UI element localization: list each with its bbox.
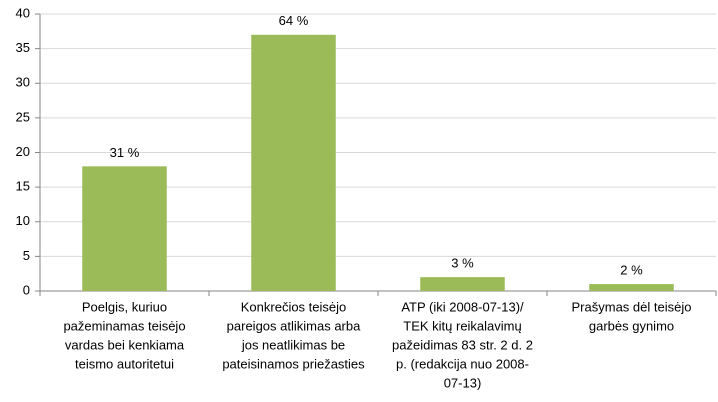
y-tick-label: 5	[23, 248, 30, 263]
x-tick-label: ATP (iki 2008-07-13)/	[401, 299, 524, 314]
data-label: 31 %	[110, 145, 140, 160]
y-tick-label: 25	[16, 109, 30, 124]
y-tick-label: 15	[16, 179, 30, 194]
x-tick-label: garbės gynimo	[589, 318, 674, 333]
data-label: 3 %	[451, 256, 474, 271]
x-tick-label: Prašymas dėl teisėjo	[572, 299, 692, 314]
x-tick-label: pareigos atlikimas arba	[227, 318, 361, 333]
y-tick-label: 0	[23, 282, 30, 297]
x-tick-label: vardas bei kenkiama	[65, 337, 185, 352]
bar	[589, 284, 674, 291]
x-tick-label: Konkrečios teisėjo	[241, 299, 347, 314]
data-label: 64 %	[279, 13, 309, 28]
bar	[420, 277, 505, 291]
x-tick-label: p. (redakcija nuo 2008-	[396, 356, 529, 371]
data-label: 2 %	[620, 263, 643, 278]
x-tick-label: teismo autoritetui	[75, 356, 174, 371]
x-tick-label: jos neatlikimas be	[241, 337, 345, 352]
x-tick-label: 07-13)	[444, 375, 482, 390]
y-tick-label: 20	[16, 144, 30, 159]
y-tick-label: 10	[16, 213, 30, 228]
bar	[82, 166, 167, 291]
bar	[251, 34, 336, 292]
y-tick-label: 40	[16, 5, 30, 20]
x-tick-label: pažeminamas teisėjo	[63, 318, 185, 333]
x-tick-label: Poelgis, kuriuo	[82, 299, 167, 314]
y-tick-label: 30	[16, 75, 30, 90]
x-tick-label: pateisinamos priežasties	[222, 356, 365, 371]
x-tick-label: TEK kitų reikalavimų	[403, 318, 521, 333]
x-tick-label: pažeidimas 83 str. 2 d. 2	[392, 337, 533, 352]
y-tick-label: 35	[16, 40, 30, 55]
